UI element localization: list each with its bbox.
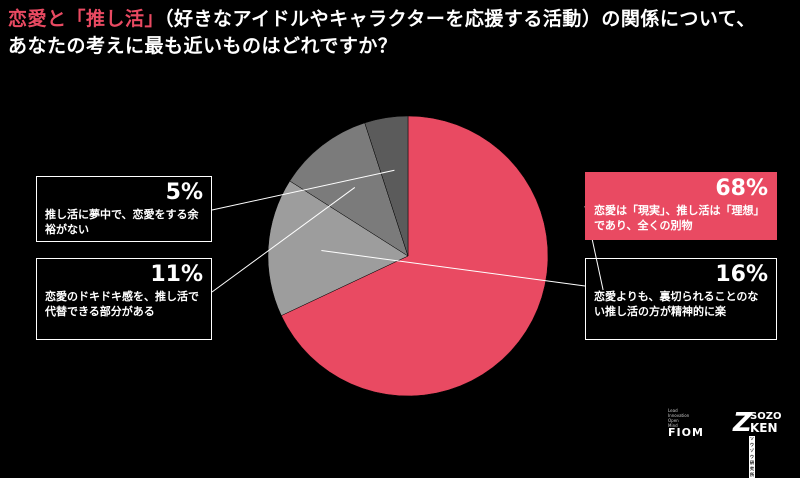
slice-pct-68: 68% — [715, 176, 768, 201]
title-highlight: 「推し活」 — [66, 8, 165, 30]
pie-slice-68 — [280, 115, 549, 397]
fiom-text: FIOM — [668, 426, 704, 439]
sozoken-z: Z — [733, 408, 752, 438]
pie-slice-5-leader — [211, 169, 395, 211]
slice-pct-16: 16% — [715, 262, 768, 287]
sozoken-top: SOZO — [750, 411, 782, 422]
pie-slice-11-leader — [211, 187, 356, 293]
slice-label-11: 恋愛のドキドキ感を、推し活で代替できる部分がある — [45, 290, 199, 318]
pie-slice-11 — [289, 122, 409, 257]
pie-slice-16-leader — [321, 250, 586, 287]
label-box-68: 68% 恋愛は「現実」、推し活は「理想」であり、全くの別物 — [585, 172, 777, 240]
label-box-11: 11% 恋愛のドキドキ感を、推し活で代替できる部分がある — [36, 258, 212, 340]
pie-chart — [211, 115, 604, 397]
title-part1: 恋愛と — [8, 8, 67, 30]
fiom-small-2: Innovation — [668, 413, 690, 418]
slice-label-68: 恋愛は「現実」、推し活は「理想」であり、全くの別物 — [594, 204, 765, 232]
slice-pct-5: 5% — [165, 180, 203, 205]
fiom-small-3: Open — [668, 418, 679, 423]
slice-pct-11: 11% — [150, 262, 203, 287]
pie-slice-5 — [364, 115, 409, 257]
title-part2: （好きなアイドルやキャラクターを応援する活動）の関係について、あなたの考えに最も… — [8, 8, 756, 57]
fiom-small-1: Lead — [668, 408, 678, 413]
label-box-5: 5% 推し活に夢中で、恋愛をする余裕がない — [36, 176, 212, 242]
slice-label-5: 推し活に夢中で、恋愛をする余裕がない — [45, 208, 199, 236]
fiom-small-4: Mind — [668, 423, 678, 428]
fiom-logo: Lead Innovation Open Mind FIOM — [668, 408, 704, 439]
pie-slice-16 — [267, 180, 409, 316]
chart-title: 恋愛と「推し活」（好きなアイドルやキャラクターを応援する活動）の関係について、あ… — [8, 6, 768, 60]
slice-label-16: 恋愛よりも、裏切られることのない推し活の方が精神的に楽 — [594, 290, 759, 318]
label-box-16: 16% 恋愛よりも、裏切られることのない推し活の方が精神的に楽 — [585, 258, 777, 340]
sozoken-tag: ソウゾウ研究所 — [749, 436, 755, 478]
sozoken-bottom: KEN — [750, 421, 778, 435]
